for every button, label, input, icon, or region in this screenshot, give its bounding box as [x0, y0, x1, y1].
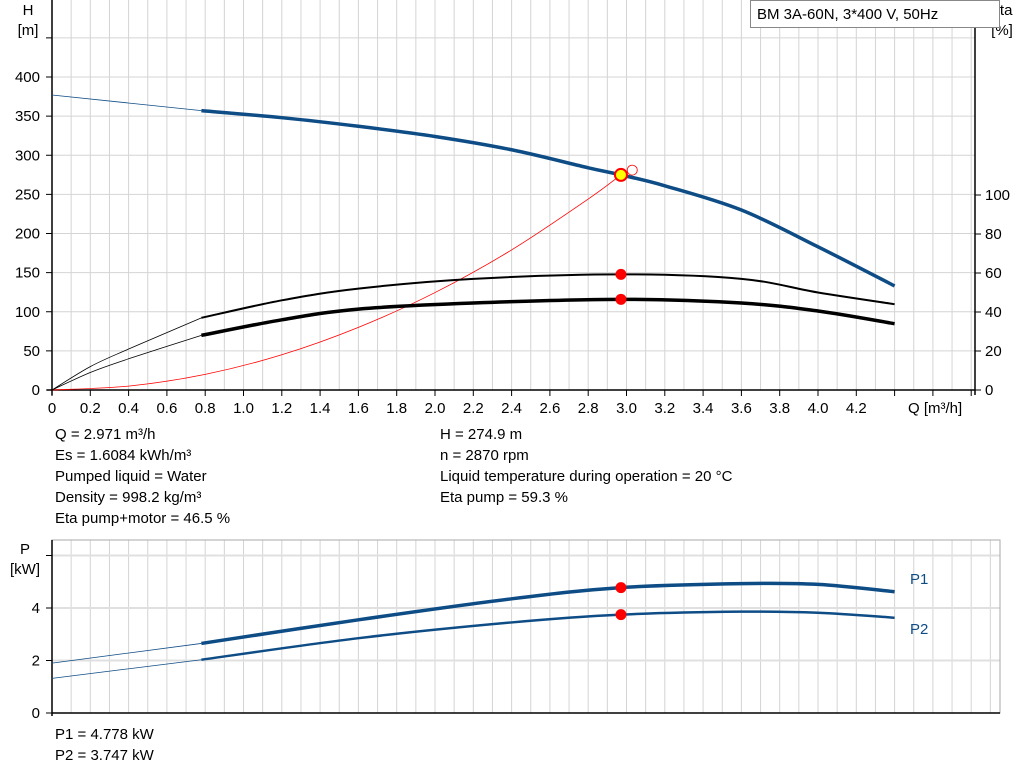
y-tick-label: 350 — [15, 108, 40, 125]
x-tick-label: 0.2 — [80, 400, 101, 417]
info-density: Density = 998.2 kg/m³ — [55, 489, 202, 506]
p-y-tick-label: 4 — [32, 600, 40, 617]
x-tick-label: 3.0 — [616, 400, 637, 417]
x-tick-label: 2.4 — [501, 400, 522, 417]
x-tick-label: 0.6 — [156, 400, 177, 417]
x-tick-label: 2.2 — [463, 400, 484, 417]
info-liquid: Pumped liquid = Water — [55, 468, 207, 485]
head-curve-line — [201, 108, 896, 288]
y-tick-label: 50 — [23, 343, 40, 360]
x-tick-label: 4.0 — [808, 400, 829, 417]
y-right-tick-label: 40 — [985, 304, 1002, 321]
info-es: Es = 1.6084 kWh/m³ — [55, 447, 192, 464]
y-right-tick-label: 80 — [985, 226, 1002, 243]
p1-series-label: P1 — [910, 571, 928, 588]
info-n: n = 2870 rpm — [440, 447, 529, 464]
y-tick-label: 200 — [15, 226, 40, 243]
x-tick-label: 4.2 — [846, 400, 867, 417]
p2-curve-extrapolated-line — [51, 659, 202, 679]
y-right-tick-label: 60 — [985, 265, 1002, 282]
y-tick-label: 300 — [15, 147, 40, 164]
y-axis-label: H — [23, 2, 34, 19]
duty-point-marker — [615, 268, 627, 280]
p2-curve-line — [201, 610, 895, 661]
pump-model-label: BM 3A-60N, 3*400 V, 50Hz — [757, 6, 939, 23]
y-right-tick-label: 100 — [985, 187, 1010, 204]
y-tick-label: 150 — [15, 265, 40, 282]
x-tick-label: 1.8 — [386, 400, 407, 417]
p2-series-label: P2 — [910, 621, 928, 638]
eta-pump-motor-curve-line — [201, 297, 895, 338]
power-plot-frame — [51, 539, 1001, 714]
info-h: H = 274.9 m — [440, 426, 523, 443]
p-y-tick-label: 0 — [32, 705, 40, 722]
eta-pump-curve-extrapolated-line — [51, 317, 202, 391]
x-tick-label: 3.4 — [693, 400, 714, 417]
system-curve-line — [51, 174, 622, 391]
power-duty-point-marker — [615, 609, 627, 621]
legend-box: BM 3A-60N, 3*400 V, 50Hz — [750, 0, 1000, 28]
y-right-tick-label: 20 — [985, 343, 1002, 360]
x-tick-label: 2.6 — [539, 400, 560, 417]
info-p2: P2 = 3.747 kW — [55, 747, 154, 764]
info-temperature: Liquid temperature during operation = 20… — [440, 468, 733, 485]
duty-point-marker — [613, 167, 628, 182]
y-right-tick-label: 0 — [985, 382, 993, 399]
info-eta-pump-motor: Eta pump+motor = 46.5 % — [55, 510, 231, 527]
x-tick-label: 0.8 — [195, 400, 216, 417]
x-tick-label: 1.6 — [348, 400, 369, 417]
eta-pump-curve-line — [201, 273, 895, 319]
x-tick-label: 3.6 — [731, 400, 752, 417]
x-tick-label: 3.8 — [769, 400, 790, 417]
y-tick-label: 250 — [15, 186, 40, 203]
y-tick-label: 400 — [15, 69, 40, 86]
y-axis-unit: [m] — [18, 22, 39, 39]
head-curve-extrapolated-line — [51, 94, 202, 112]
x-tick-label: 1.2 — [271, 400, 292, 417]
info-p1: P1 = 4.778 kW — [55, 726, 154, 743]
x-tick-label: 2.8 — [578, 400, 599, 417]
info-eta-pump: Eta pump = 59.3 % — [440, 489, 568, 506]
info-q: Q = 2.971 m³/h — [55, 426, 156, 443]
p-axis-label: P — [20, 541, 30, 558]
x-tick-label: 0.4 — [118, 400, 139, 417]
x-tick-label: 3.2 — [654, 400, 675, 417]
eta-pump-motor-curve-extrapolated-line — [51, 335, 202, 391]
y-tick-label: 100 — [15, 304, 40, 321]
p1-curve-line — [201, 581, 895, 646]
power-duty-point-marker — [615, 582, 627, 594]
system-curve-end-marker — [626, 164, 638, 176]
p1-curve-extrapolated-line — [51, 643, 202, 664]
x-tick-label: 0 — [48, 400, 56, 417]
duty-point-marker — [615, 293, 627, 305]
x-axis-label: Q [m³/h] — [908, 400, 962, 417]
x-tick-label: 1.4 — [310, 400, 331, 417]
x-tick-label: 2.0 — [425, 400, 446, 417]
p-y-tick-label: 2 — [32, 653, 40, 670]
p-axis-unit: [kW] — [10, 561, 40, 578]
x-tick-label: 1.0 — [233, 400, 254, 417]
y-tick-label: 0 — [32, 382, 40, 399]
